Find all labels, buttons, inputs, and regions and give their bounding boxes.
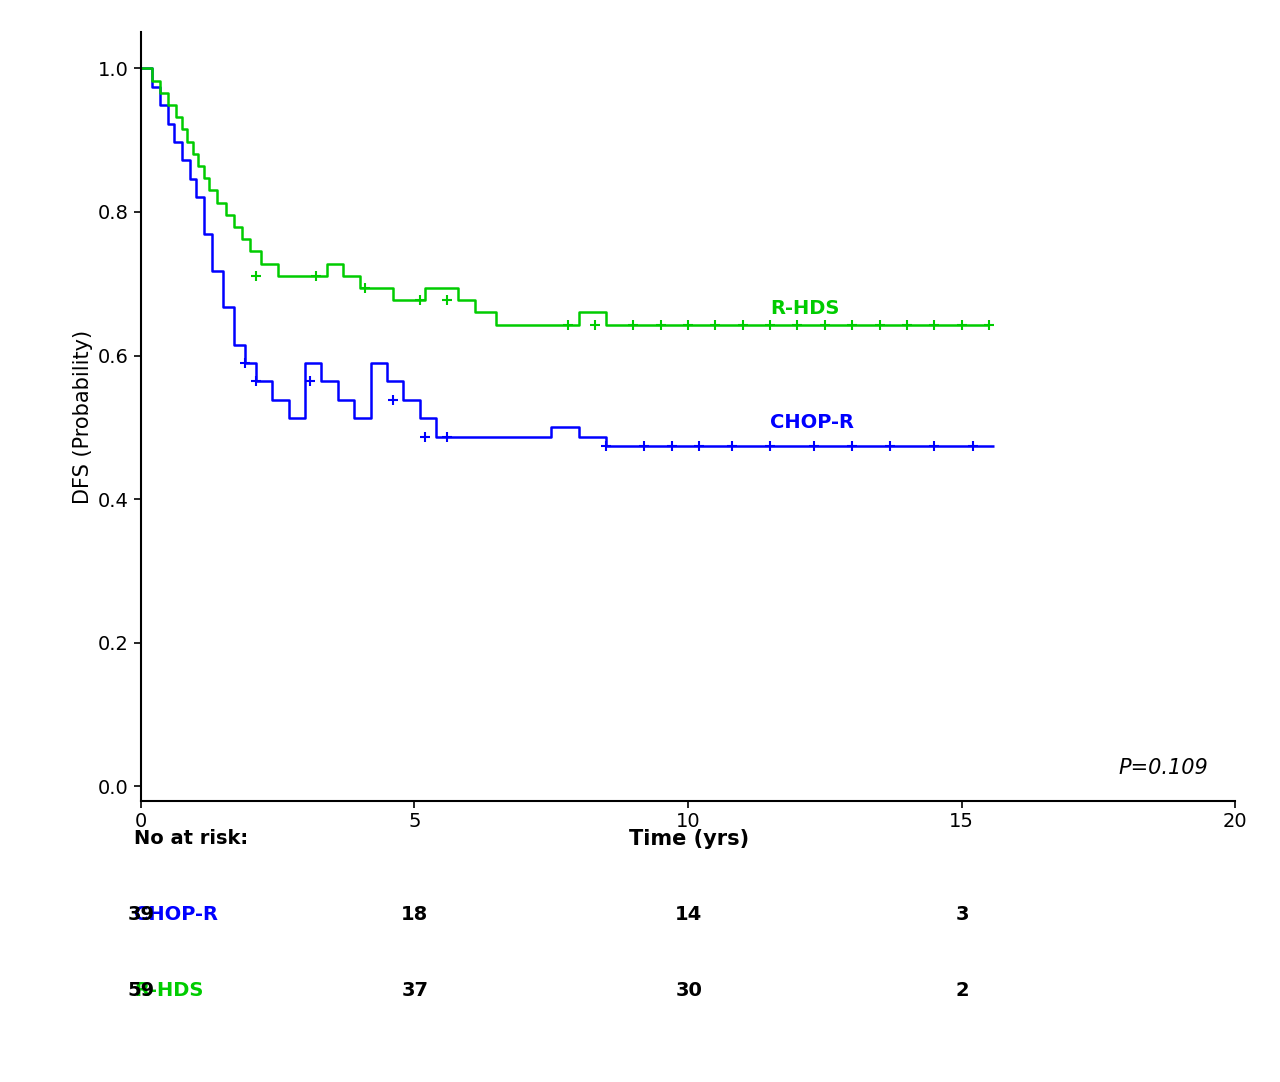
- Text: P=0.109: P=0.109: [1119, 757, 1208, 778]
- Text: 18: 18: [401, 905, 429, 924]
- Text: No at risk:: No at risk:: [134, 829, 248, 848]
- Text: R-HDS: R-HDS: [134, 980, 204, 1000]
- Text: 2: 2: [956, 980, 969, 1000]
- Text: 3: 3: [956, 905, 969, 924]
- Text: 39: 39: [127, 905, 155, 924]
- Text: CHOP-R: CHOP-R: [134, 905, 219, 924]
- Text: CHOP-R: CHOP-R: [771, 413, 854, 432]
- Text: R-HDS: R-HDS: [771, 300, 840, 318]
- Text: 30: 30: [676, 980, 701, 1000]
- Text: 59: 59: [127, 980, 155, 1000]
- Y-axis label: DFS (Probability): DFS (Probability): [73, 330, 92, 503]
- Text: 14: 14: [675, 905, 703, 924]
- Text: Time (yrs): Time (yrs): [628, 829, 749, 848]
- Text: 37: 37: [401, 980, 429, 1000]
